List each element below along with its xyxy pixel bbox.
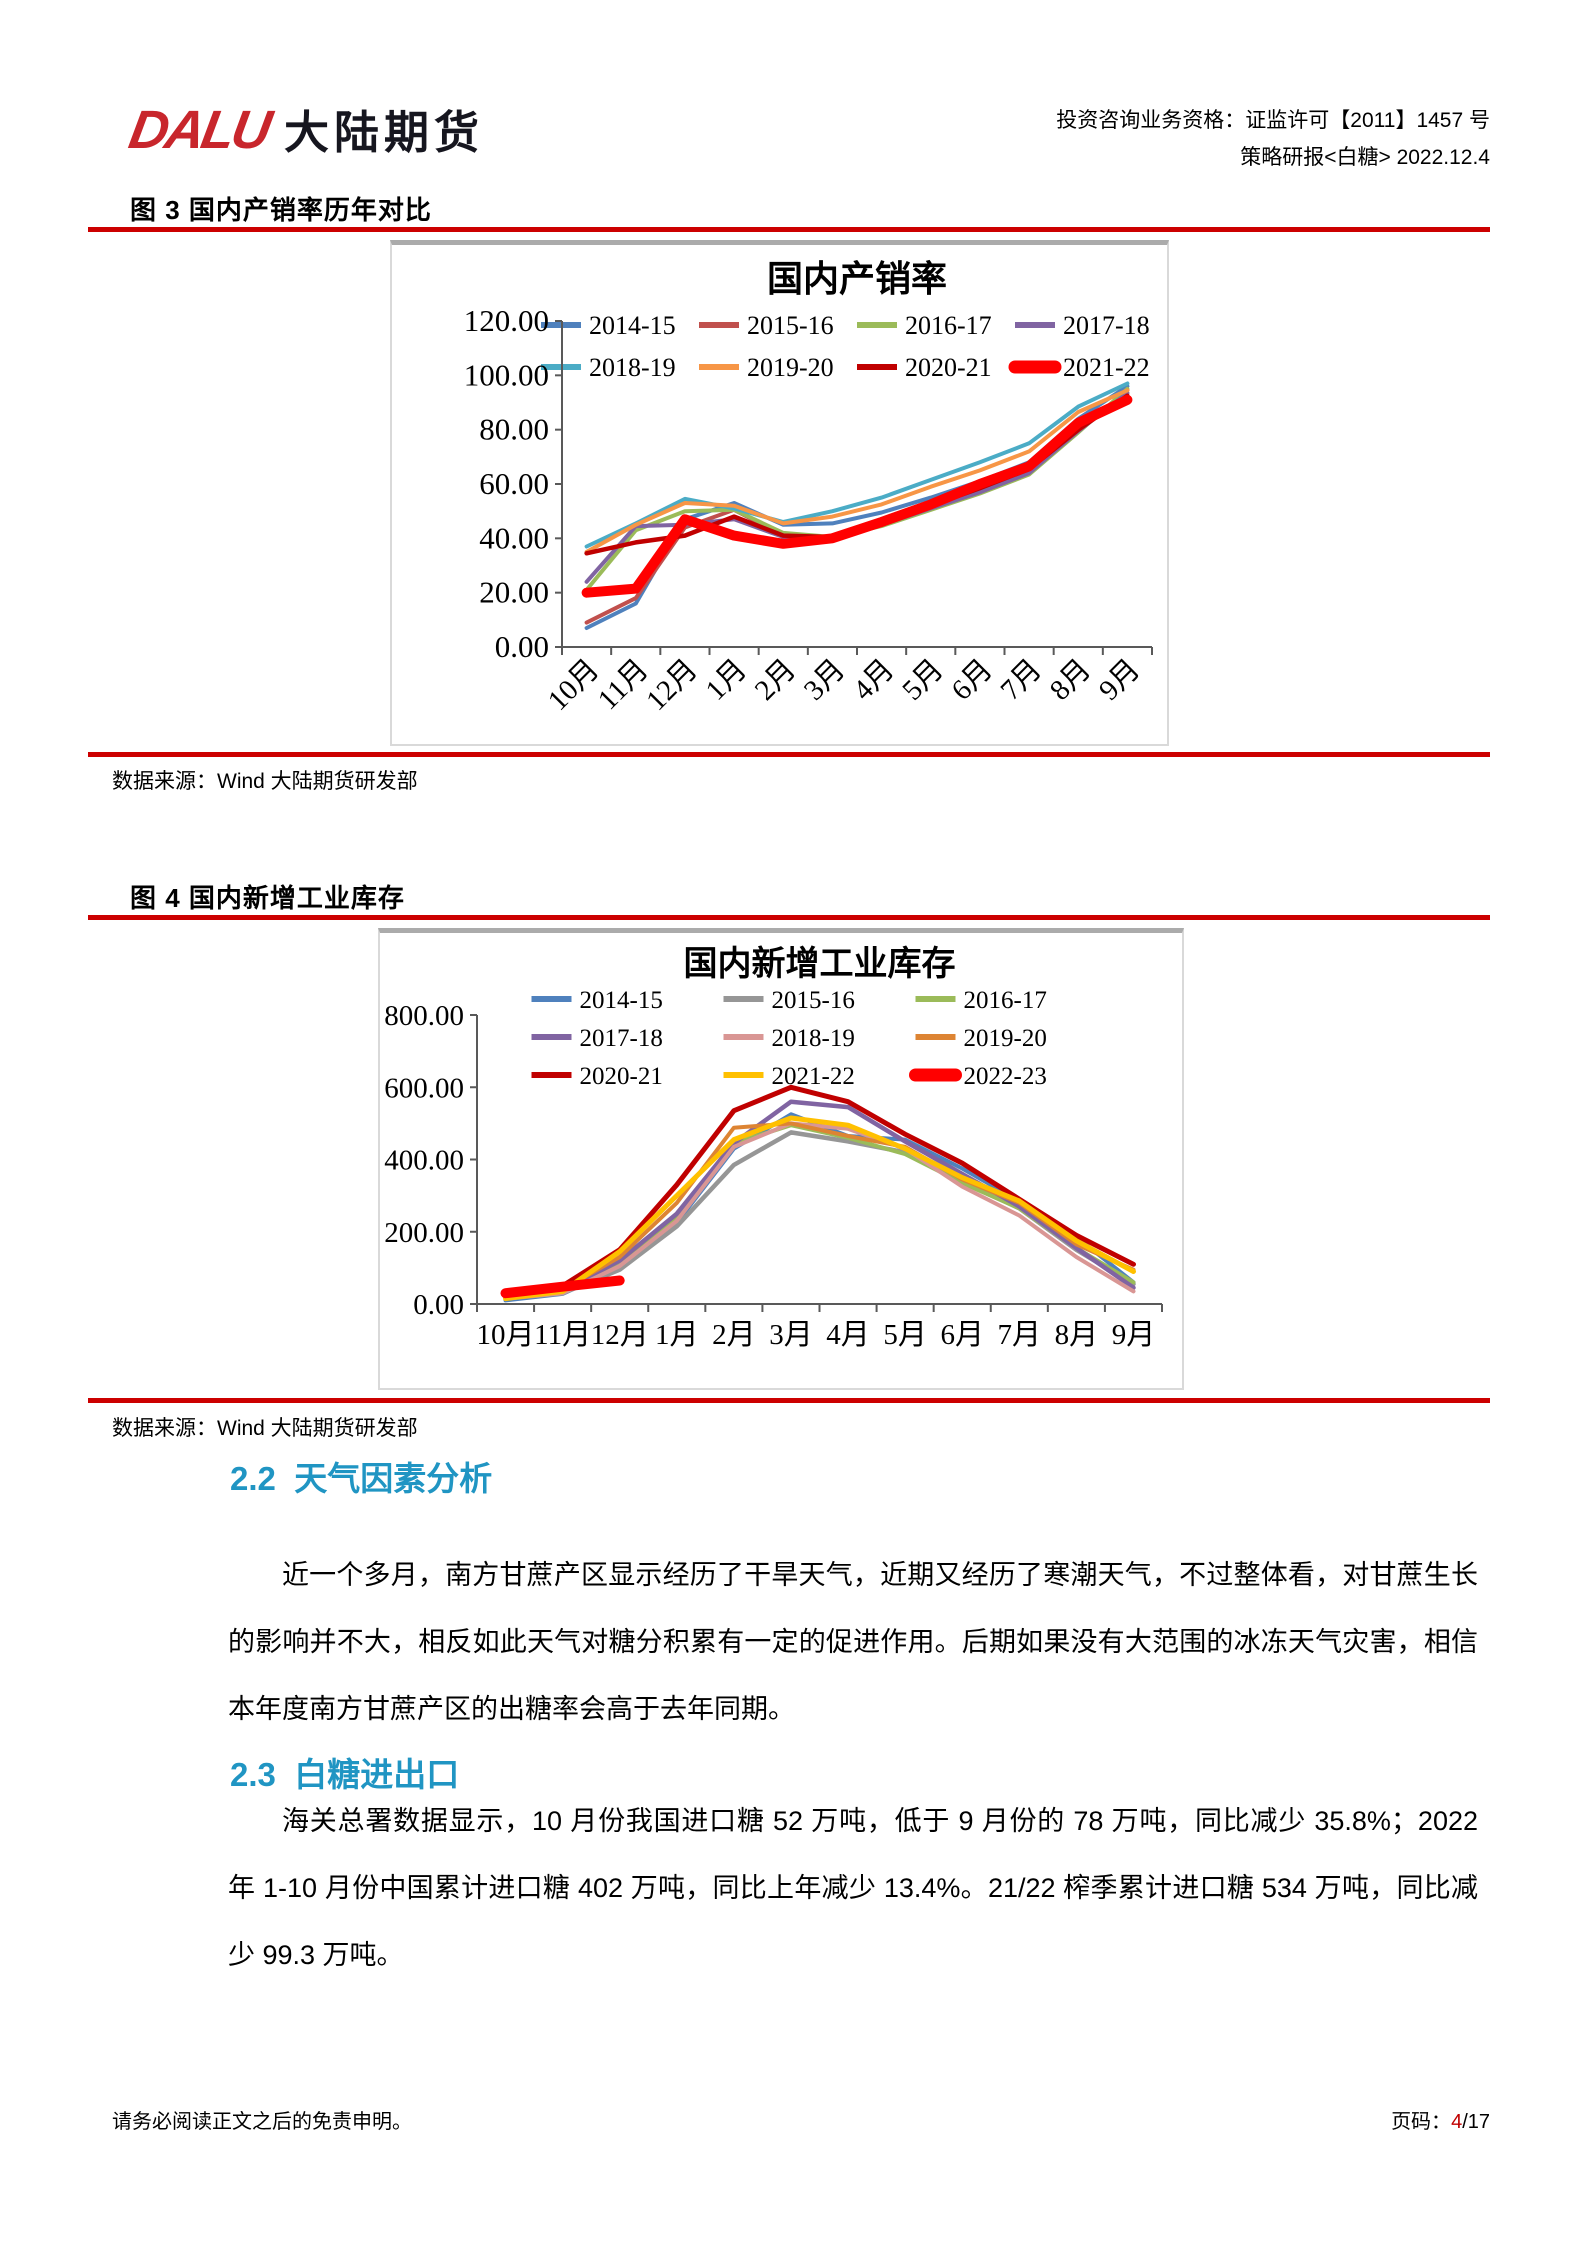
svg-text:7月: 7月 [998,1319,1042,1351]
svg-text:10月: 10月 [542,653,606,717]
svg-text:1月: 1月 [700,653,753,706]
svg-text:2021-22: 2021-22 [772,1063,855,1090]
svg-text:5月: 5月 [896,653,949,706]
svg-text:国内新增工业库存: 国内新增工业库存 [684,945,956,983]
section-2-2-heading: 2.2 天气因素分析 [230,1460,493,1497]
svg-text:8月: 8月 [1055,1319,1099,1351]
svg-text:国内产销率: 国内产销率 [767,259,947,299]
red-divider [88,915,1490,920]
svg-text:2020-21: 2020-21 [905,353,992,382]
svg-text:2019-20: 2019-20 [964,1025,1047,1052]
svg-text:2016-17: 2016-17 [905,311,992,340]
svg-text:200.00: 200.00 [384,1217,464,1249]
svg-text:1月: 1月 [655,1319,699,1351]
svg-text:2018-19: 2018-19 [589,353,676,382]
svg-text:20.00: 20.00 [479,575,549,610]
svg-text:2月: 2月 [712,1319,756,1351]
svg-text:10月: 10月 [477,1319,535,1351]
svg-text:2014-15: 2014-15 [589,311,676,340]
logo-wordmark-cn: 大陆期货 [283,107,484,158]
section-2-3-heading: 2.3 白糖进出口 [230,1756,460,1793]
svg-text:2017-18: 2017-18 [580,1025,663,1052]
figure3-source: 数据来源：Wind 大陆期货研发部 [112,770,418,793]
svg-text:2020-21: 2020-21 [580,1063,663,1090]
svg-text:2015-16: 2015-16 [747,311,834,340]
svg-text:0.00: 0.00 [495,629,549,664]
svg-text:2022-23: 2022-23 [964,1063,1047,1090]
page-number-total: /17 [1462,2111,1490,2133]
red-divider [88,1398,1490,1403]
section-2-3-paragraph: 海关总署数据显示，10 月份我国进口糖 52 万吨，低于 9 月份的 78 万吨… [228,1806,1478,1970]
svg-text:120.00: 120.00 [464,303,549,338]
svg-text:60.00: 60.00 [479,466,549,501]
svg-text:12月: 12月 [591,1319,649,1351]
svg-text:400.00: 400.00 [384,1145,464,1177]
header-meta: 投资咨询业务资格：证监许可【2011】1457 号 策略研报<白糖> 2022.… [1056,102,1490,176]
svg-text:0.00: 0.00 [413,1289,464,1321]
svg-text:11月: 11月 [592,653,655,716]
figure4-caption: 图 4 国内新增工业库存 [130,883,405,913]
svg-text:2015-16: 2015-16 [772,987,855,1014]
figure4-chart: 国内新增工业库存 2014-15 2015-16 2016-17 2017-18 2018… [378,928,1184,1390]
disclaimer-note: 请务必阅读正文之后的免责申明。 [112,2111,412,2133]
svg-text:9月: 9月 [1093,653,1146,706]
svg-text:2021-22: 2021-22 [1063,353,1150,382]
svg-text:7月: 7月 [995,653,1048,706]
figure3-chart: 国内产销率 2014-15 2015-16 2016-17 2017-18 2018-19… [390,240,1169,746]
report-info-line: 策略研报<白糖> 2022.12.4 [1240,146,1490,169]
svg-text:8月: 8月 [1044,653,1097,706]
svg-text:5月: 5月 [883,1319,927,1351]
logo-wordmark-en: DALU [124,100,274,160]
figure3-caption: 图 3 国内产销率历年对比 [130,195,432,225]
svg-text:2016-17: 2016-17 [964,987,1047,1014]
svg-text:12月: 12月 [640,653,704,717]
svg-text:2017-18: 2017-18 [1063,311,1150,340]
svg-text:6月: 6月 [945,653,998,706]
section-2-2-paragraph: 近一个多月，南方甘蔗产区显示经历了干旱天气，近期又经历了寒潮天气，不过整体看，对… [228,1560,1478,1724]
svg-text:3月: 3月 [769,1319,813,1351]
page-number-current: 4 [1451,2111,1463,2133]
svg-text:11月: 11月 [534,1319,591,1351]
svg-text:3月: 3月 [798,653,851,706]
figure4-source: 数据来源：Wind 大陆期货研发部 [112,1417,418,1440]
company-logo: DALU 大陆期货 [125,96,484,161]
svg-text:2月: 2月 [749,653,802,706]
svg-text:800.00: 800.00 [384,1000,464,1032]
page-number: 页码：4/17 [1391,2105,1490,2134]
svg-text:9月: 9月 [1112,1319,1156,1351]
svg-text:80.00: 80.00 [479,412,549,447]
svg-text:2019-20: 2019-20 [747,353,834,382]
figure3-chart-canvas: 国内产销率 2014-15 2015-16 2016-17 2017-18 2018-19… [464,259,1153,717]
svg-text:2014-15: 2014-15 [580,987,663,1014]
svg-text:4月: 4月 [826,1319,870,1351]
svg-text:6月: 6月 [940,1319,984,1351]
svg-text:100.00: 100.00 [464,357,549,392]
svg-text:2018-19: 2018-19 [772,1025,855,1052]
red-divider [88,227,1490,232]
svg-text:600.00: 600.00 [384,1072,464,1104]
svg-text:40.00: 40.00 [479,520,549,555]
page-number-label: 页码： [1391,2111,1452,2133]
svg-text:4月: 4月 [847,653,900,706]
red-divider [88,752,1490,757]
figure4-chart-canvas: 国内新增工业库存 2014-15 2015-16 2016-17 2017-18 2018… [384,945,1163,1351]
qualification-line: 投资咨询业务资格：证监许可【2011】1457 号 [1056,109,1490,132]
